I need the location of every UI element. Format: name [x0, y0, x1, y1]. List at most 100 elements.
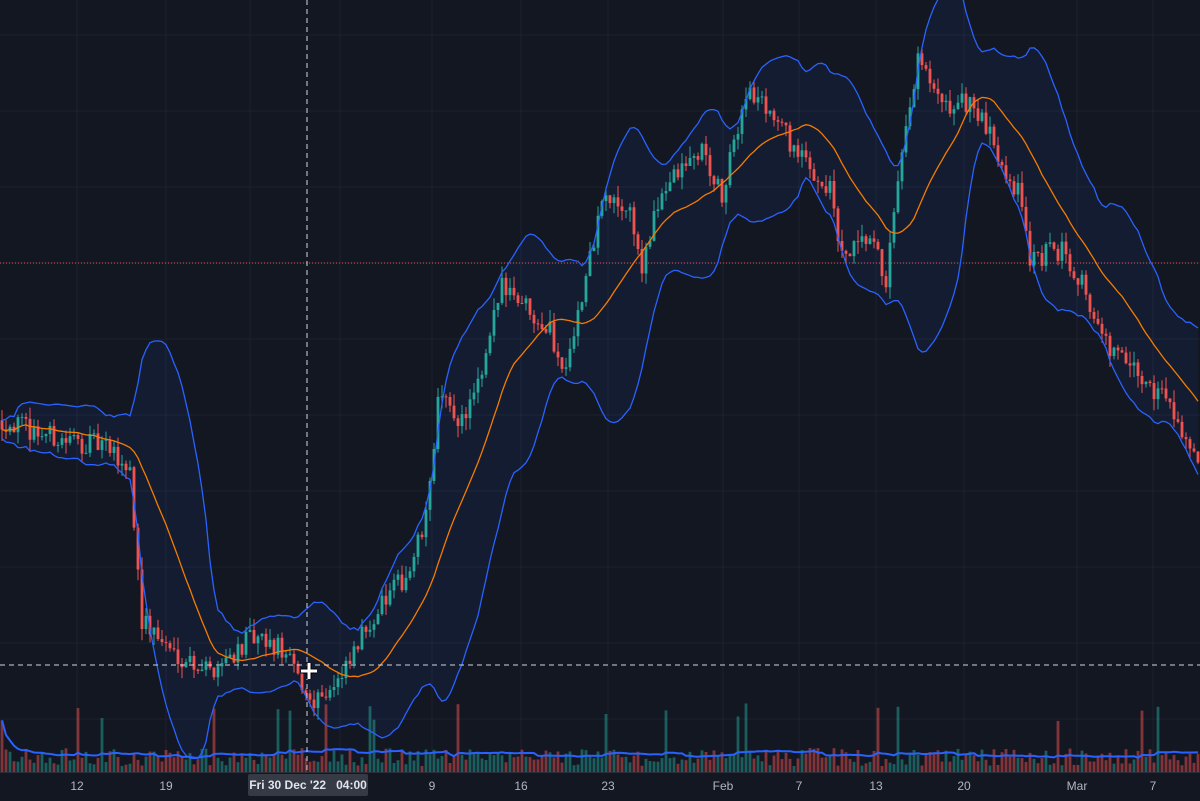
candle-body [232, 654, 236, 663]
candle-body [480, 374, 484, 379]
volume-bar [524, 756, 528, 772]
volume-bar [1152, 762, 1156, 772]
volume-bar [1036, 763, 1040, 772]
volume-bar [316, 761, 320, 772]
volume-bar [324, 704, 328, 772]
volume-bar [268, 757, 272, 772]
candle-body [624, 210, 628, 212]
volume-bar [496, 752, 500, 772]
candle-body [1000, 162, 1004, 166]
candle-body [1152, 383, 1156, 400]
candle-body [284, 654, 288, 658]
volume-bar [420, 765, 424, 772]
candle-body [836, 208, 840, 242]
volume-bar [1196, 753, 1200, 772]
volume-bar [112, 749, 116, 772]
volume-bar [704, 751, 708, 772]
volume-bar [672, 757, 676, 772]
price-chart[interactable] [0, 0, 1200, 772]
volume-bar [584, 750, 588, 772]
candle-body [1088, 294, 1092, 312]
volume-bar [1024, 761, 1028, 772]
volume-bar [600, 757, 604, 772]
candle-body [1184, 437, 1188, 440]
volume-bar [836, 765, 840, 772]
candle-body [588, 251, 592, 276]
volume-bar [840, 749, 844, 772]
volume-bar [500, 755, 504, 772]
candle-body [1140, 375, 1144, 385]
volume-bar [1144, 756, 1148, 772]
volume-bar [808, 748, 812, 772]
candle-body [492, 309, 496, 336]
volume-bar [512, 757, 516, 772]
volume-bar [476, 752, 480, 772]
candle-body [444, 396, 448, 398]
volume-bar [24, 748, 28, 772]
candle-body [772, 110, 776, 121]
candle-body [104, 439, 108, 441]
volume-bar [144, 756, 148, 772]
candle-body [552, 321, 556, 352]
volume-bar [1116, 756, 1120, 772]
volume-bar [940, 761, 944, 772]
candle-body [676, 169, 680, 178]
candle-body [928, 68, 932, 84]
volume-bar [980, 749, 984, 772]
volume-bar [588, 755, 592, 772]
candle-body [272, 639, 276, 655]
candle-body [1028, 230, 1032, 266]
candle-body [56, 444, 60, 446]
volume-bar [348, 750, 352, 772]
candle-body [900, 152, 904, 182]
volume-bar [748, 751, 752, 772]
candle-body [140, 569, 144, 630]
volume-ma-line [1, 720, 1199, 759]
volume-bar [232, 752, 236, 772]
volume-bar [424, 749, 428, 772]
volume-bar [1000, 752, 1004, 772]
candle-body [368, 629, 372, 632]
candle-body [84, 452, 88, 454]
candle-body [360, 626, 364, 650]
candle-body [244, 631, 248, 655]
candle-body [1172, 402, 1176, 420]
crosshair-cursor-icon [301, 663, 317, 679]
candle-body [288, 653, 292, 655]
volume-bar [888, 762, 892, 772]
volume-bar [136, 759, 140, 772]
x-tick-label: 23 [601, 779, 615, 793]
volume-bar [260, 752, 264, 772]
volume-bar [52, 763, 56, 772]
volume-bar [1136, 750, 1140, 772]
candle-body [960, 93, 964, 103]
candle-body [304, 690, 308, 694]
volume-bar [368, 706, 372, 772]
candle-body [464, 414, 468, 419]
candle-body [520, 303, 524, 305]
volume-bar [744, 703, 748, 772]
candle-body [1040, 253, 1044, 266]
candle-body [456, 418, 460, 427]
candle-body [1096, 318, 1100, 324]
candle-body [0, 420, 4, 430]
volume-bar [904, 764, 908, 772]
candle-body [332, 687, 336, 691]
volume-bar [696, 758, 700, 772]
volume-bar [1104, 760, 1108, 772]
x-tick-label: Feb [712, 779, 734, 793]
candle-body [340, 678, 344, 680]
volume-bar [168, 752, 172, 772]
candle-body [700, 143, 704, 160]
candle-body [992, 126, 996, 146]
candle-body [500, 277, 504, 303]
time-axis[interactable]: 12 19 9 16 23 Feb 7 13 20 Mar 7 [0, 772, 1200, 801]
candle-body [880, 249, 884, 277]
candle-body [516, 295, 520, 304]
volume-bar [280, 754, 284, 772]
candle-body [1104, 333, 1108, 336]
volume-bar [448, 762, 452, 772]
volume-bar [96, 757, 100, 772]
candle-body [964, 93, 968, 112]
candle-body [976, 108, 980, 121]
